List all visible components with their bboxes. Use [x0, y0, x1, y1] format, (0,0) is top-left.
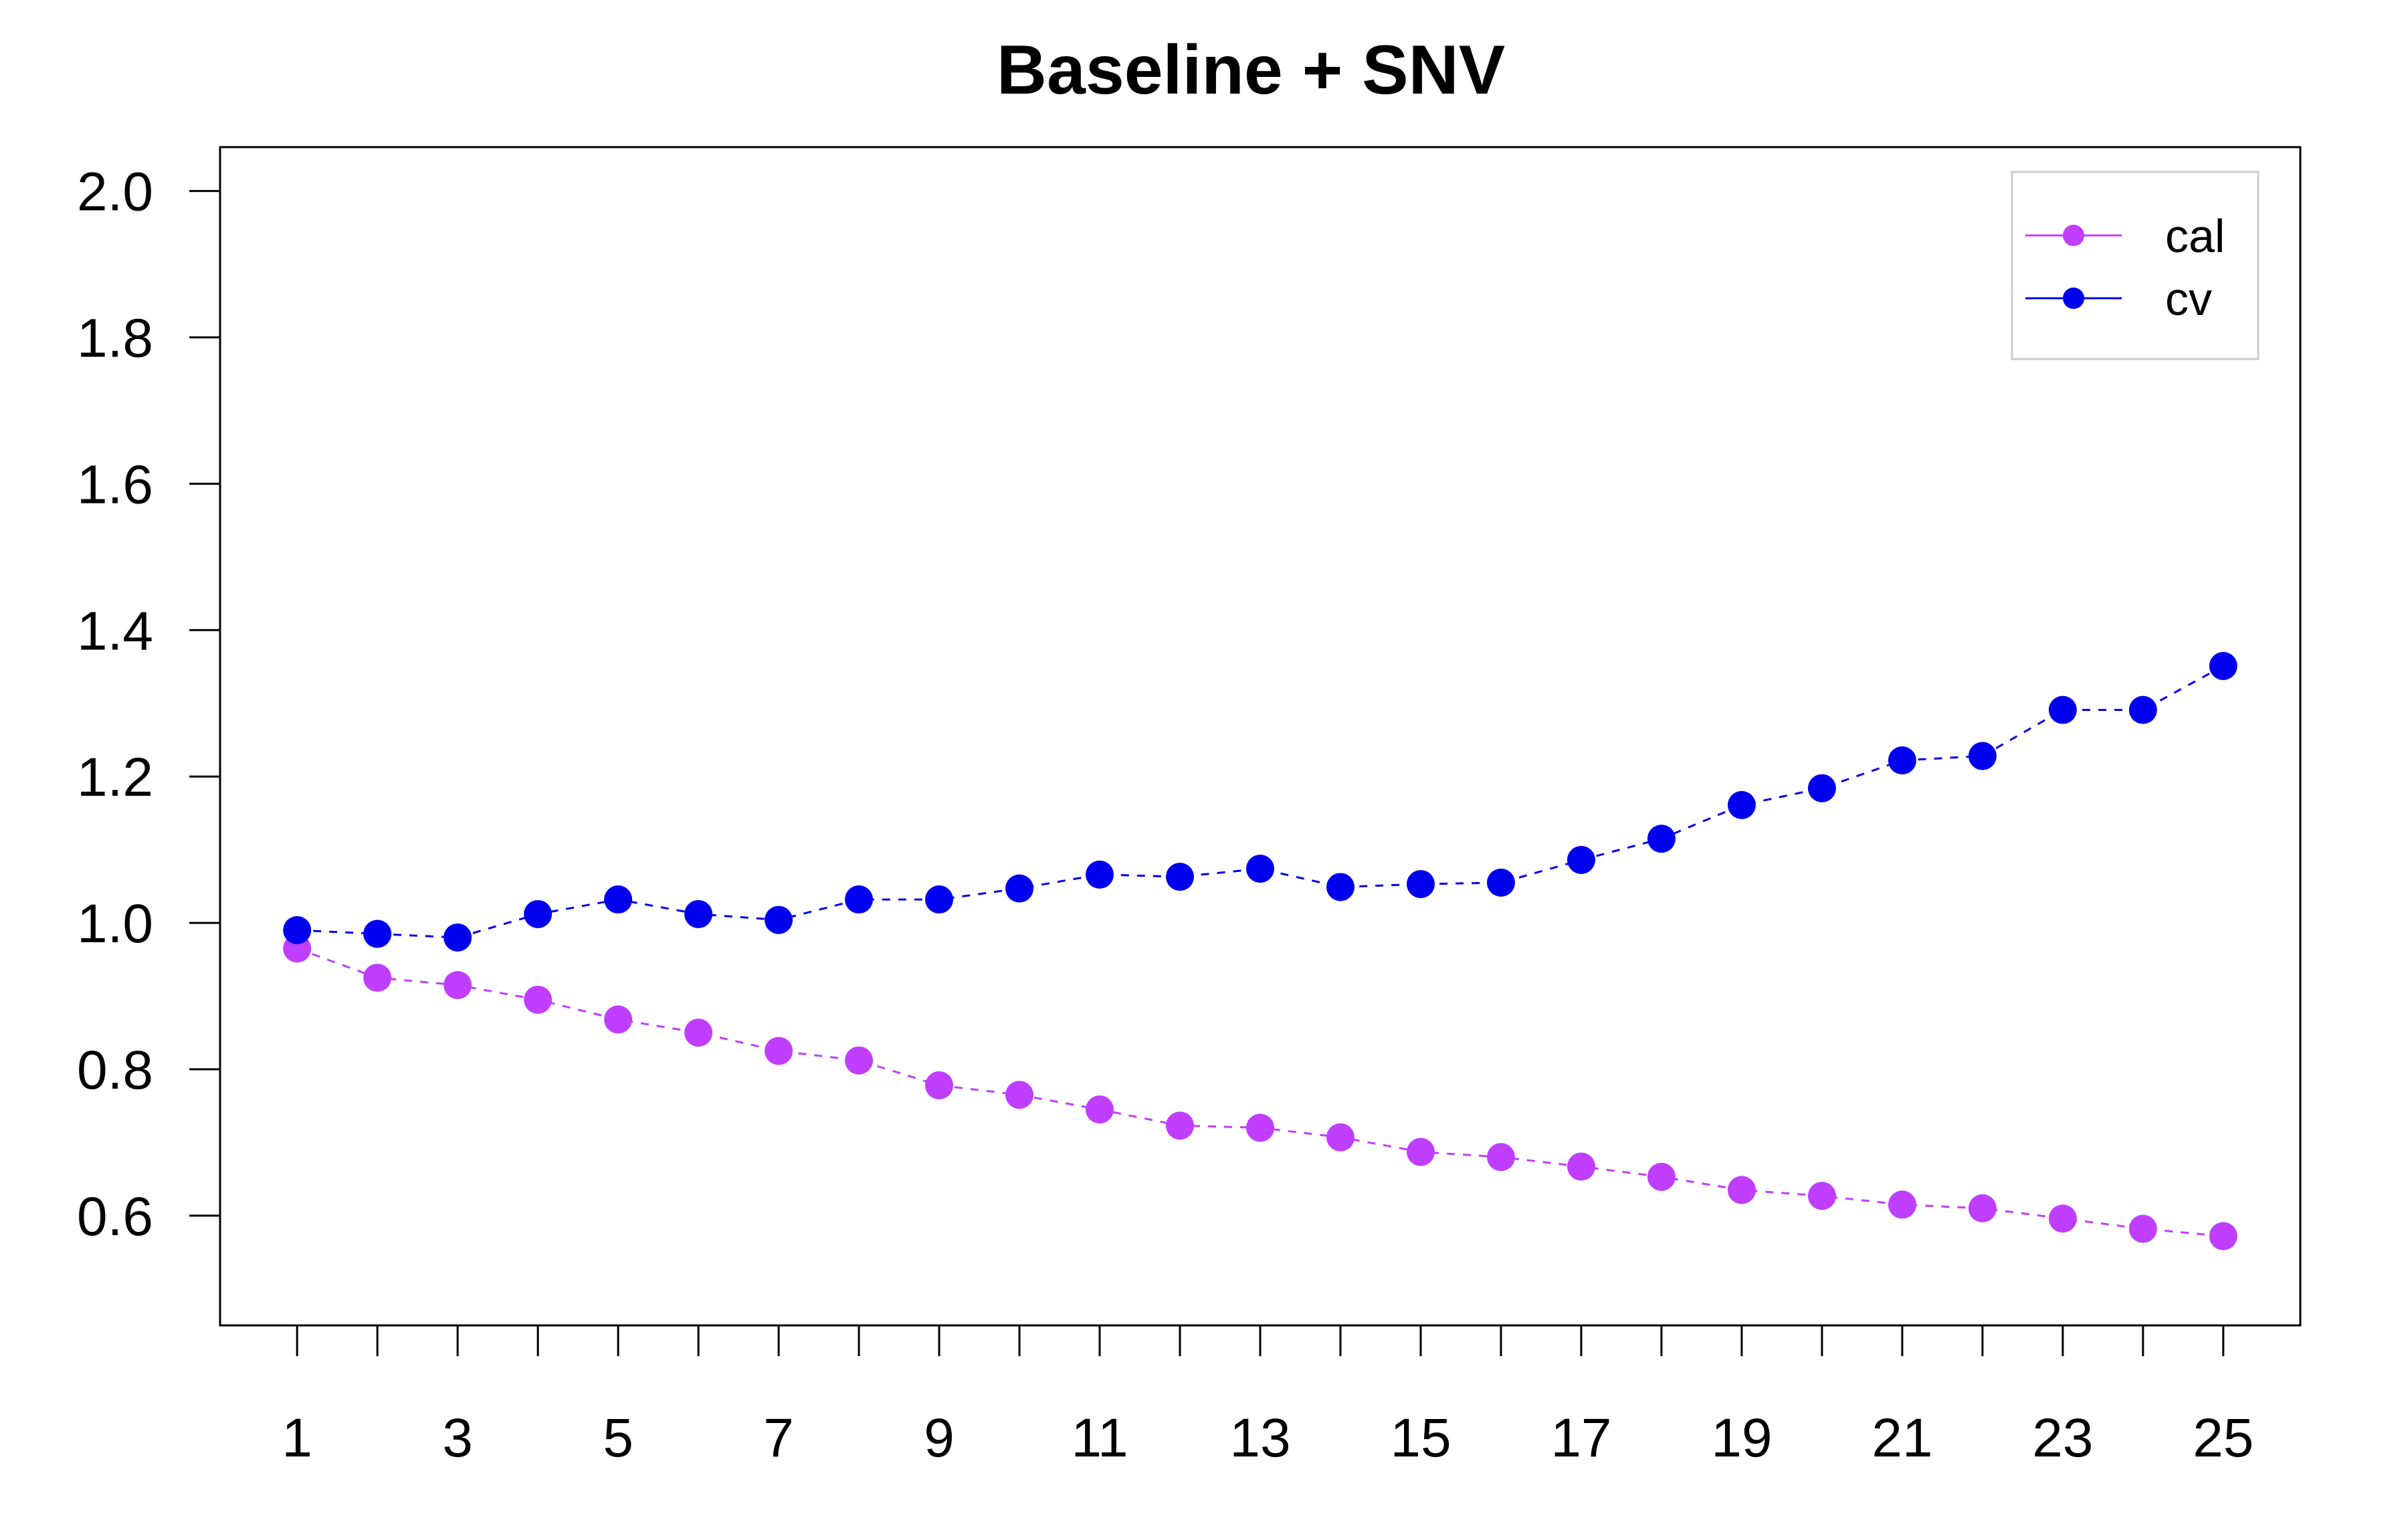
data-point-cal	[363, 964, 392, 992]
data-point-cv	[443, 923, 472, 952]
data-point-cv	[925, 885, 954, 914]
legend-label: cal	[2165, 210, 2225, 262]
legend-marker	[2063, 225, 2084, 246]
x-tick-label: 23	[2032, 1408, 2093, 1469]
series-cv	[283, 651, 2237, 952]
x-tick-label: 19	[1711, 1408, 1772, 1469]
y-axis: 0.6 0.8 1.0 1.2 1.4 1.6 1.8 2.0	[77, 162, 220, 1247]
y-tick-label: 2.0	[77, 162, 153, 223]
y-tick-label: 1.6	[77, 454, 153, 515]
x-axis: 1 3 5 7 9 11 13 15 17 19 21 23 25	[282, 1325, 2253, 1469]
x-tick-label: 7	[763, 1408, 794, 1469]
data-point-cal	[1246, 1113, 1274, 1142]
data-point-cv	[1005, 874, 1034, 903]
data-point-cal	[1086, 1095, 1114, 1124]
x-tick-label: 15	[1390, 1408, 1451, 1469]
y-tick-label: 1.2	[77, 747, 153, 808]
x-tick-label: 3	[442, 1408, 473, 1469]
x-tick-label: 17	[1550, 1408, 1611, 1469]
data-point-cv	[2128, 695, 2157, 724]
legend-label: cv	[2165, 273, 2212, 325]
data-point-cal	[1486, 1143, 1515, 1172]
data-point-cv	[1166, 863, 1195, 891]
x-tick-label: 13	[1229, 1408, 1290, 1469]
series-layer	[283, 651, 2237, 1251]
data-point-cal	[1005, 1081, 1034, 1109]
data-point-cv	[1968, 742, 1997, 770]
data-point-cv	[1326, 873, 1354, 901]
data-point-cv	[1486, 868, 1515, 897]
data-point-cal	[604, 1005, 633, 1034]
data-point-cal	[1166, 1111, 1195, 1140]
x-tick-label: 9	[924, 1408, 955, 1469]
data-point-cv	[2048, 695, 2077, 724]
data-point-cal	[765, 1037, 793, 1065]
data-point-cv	[604, 885, 633, 914]
data-point-cv	[2209, 651, 2237, 680]
legend-item-cal: cal	[2025, 210, 2225, 262]
x-tick-label: 1	[282, 1408, 312, 1469]
data-point-cv	[1406, 870, 1435, 899]
data-point-cv	[524, 899, 553, 928]
y-tick-label: 1.0	[77, 893, 153, 954]
data-point-cv	[765, 905, 793, 934]
data-point-cal	[2128, 1214, 2157, 1243]
legend-box	[2011, 171, 2260, 360]
data-point-cal	[1968, 1194, 1997, 1222]
data-point-cal	[684, 1018, 713, 1047]
data-point-cv	[845, 885, 874, 914]
data-point-cal	[524, 985, 553, 1014]
series-cal	[283, 934, 2237, 1251]
legend-item-cv: cv	[2025, 273, 2212, 325]
data-point-cal	[1807, 1182, 1836, 1210]
y-tick-label: 0.8	[77, 1040, 153, 1101]
data-point-cal	[1567, 1152, 1595, 1181]
data-point-cal	[1888, 1190, 1916, 1219]
legend-marker	[2063, 288, 2084, 309]
data-point-cal	[1647, 1162, 1676, 1191]
x-tick-label: 25	[2193, 1408, 2253, 1469]
data-point-cal	[2048, 1204, 2077, 1233]
y-tick-label: 1.8	[77, 308, 153, 369]
data-point-cv	[1647, 825, 1676, 853]
data-point-cal	[2209, 1222, 2237, 1251]
chart-title: Baseline + SNV	[997, 31, 1505, 109]
x-tick-label: 5	[603, 1408, 633, 1469]
data-point-cal	[1406, 1137, 1435, 1166]
data-point-cal	[925, 1071, 954, 1100]
x-tick-label: 11	[1071, 1408, 1128, 1469]
data-point-cv	[1246, 855, 1274, 883]
data-point-cv	[1807, 774, 1836, 802]
data-point-cv	[1567, 845, 1595, 874]
legend: cal cv	[2011, 171, 2260, 360]
x-tick-label: 21	[1872, 1408, 1932, 1469]
data-point-cv	[283, 916, 312, 945]
y-tick-label: 1.4	[77, 601, 153, 661]
y-tick-label: 0.6	[77, 1186, 153, 1247]
data-point-cv	[684, 899, 713, 928]
data-point-cal	[1326, 1123, 1354, 1152]
data-point-cv	[1888, 746, 1916, 775]
data-point-cv	[1727, 790, 1756, 819]
data-point-cal	[845, 1046, 874, 1075]
data-point-cal	[443, 971, 472, 1000]
data-point-cv	[1086, 860, 1114, 889]
data-point-cal	[1727, 1176, 1756, 1204]
data-point-cv	[363, 919, 392, 948]
